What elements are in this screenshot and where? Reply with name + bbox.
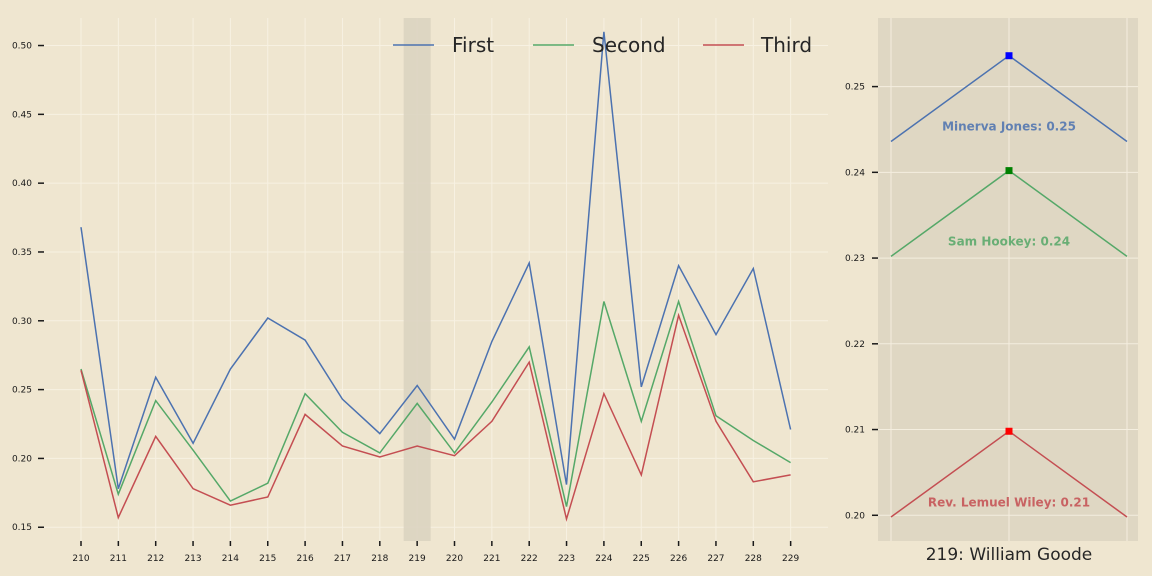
series-line-second [80,299,791,507]
zoom-panel: 0.20 0.21 0.22 0.23 0.24 0.25 Minerva Jones: … [845,18,1138,565]
x-tick-label: 226 [670,554,687,564]
series-line-third [80,312,791,522]
zoom-marker [1005,427,1013,435]
zoom-y-axis: 0.20 0.21 0.22 0.23 0.24 0.25 [845,83,878,521]
x-tick-label: 221 [483,554,500,564]
x-tick-label: 217 [334,554,351,564]
zoom-marker [1005,52,1013,60]
zoom-y-tick-label: 0.22 [845,340,865,350]
legend-label-first: First [452,33,494,57]
x-tick-label: 214 [222,554,239,564]
zoom-callout-label: Minerva Jones: 0.25 [942,120,1076,134]
y-tick-label: 0.45 [12,110,32,120]
zoom-y-tick-label: 0.20 [845,511,865,521]
legend-label-second: Second [592,33,666,57]
zoom-title: 219: William Goode [926,545,1093,565]
y-tick-label: 0.40 [12,179,32,189]
legend: First Second Third [393,33,812,57]
y-tick-label: 0.35 [12,248,32,258]
x-tick-label: 212 [147,554,164,564]
zoom-grid [878,18,1138,541]
x-tick-label: 215 [259,554,276,564]
y-tick-label: 0.25 [12,386,32,396]
main-series [80,31,792,522]
x-tick-label: 227 [707,554,724,564]
zoom-series [890,52,1128,518]
x-tick-label: 213 [184,554,201,564]
zoom-y-tick-label: 0.24 [845,168,865,178]
main-grid [44,18,828,541]
series-line-first [80,31,792,489]
x-tick-label: 211 [110,554,127,564]
x-tick-label: 222 [521,554,538,564]
x-tick-label: 223 [558,554,575,564]
y-tick-label: 0.50 [12,42,32,52]
y-tick-label: 0.30 [12,317,32,327]
zoom-callout-label: Sam Hookey: 0.24 [948,235,1070,249]
y-tick-label: 0.20 [12,454,32,464]
zoom-marker [1005,167,1013,175]
zoom-panel-background [878,18,1138,541]
highlight-band [403,18,431,541]
x-tick-label: 225 [633,554,650,564]
zoom-y-tick-label: 0.23 [845,254,865,264]
x-tick-label: 220 [446,554,463,564]
zoom-y-tick-label: 0.21 [845,426,865,436]
main-x-axis: 210 211 212 213 214 215 216 217 218 219 220 221 222 2… [72,541,800,564]
zoom-y-tick-label: 0.25 [845,83,865,93]
zoom-callouts: Minerva Jones: 0.25 Sam Hookey: 0.24 Rev. … [928,120,1090,510]
x-tick-label: 219 [409,554,426,564]
x-tick-label: 229 [782,554,799,564]
main-chart: 210 211 212 213 214 215 216 217 218 219 220 221 222 2… [12,18,828,564]
x-tick-label: 210 [72,554,89,564]
y-tick-label: 0.15 [12,523,32,533]
x-tick-label: 228 [745,554,762,564]
x-tick-label: 216 [297,554,314,564]
x-tick-label: 224 [595,554,612,564]
legend-label-third: Third [760,33,812,57]
zoom-callout-label: Rev. Lemuel Wiley: 0.21 [928,495,1090,509]
x-tick-label: 218 [371,554,388,564]
main-y-axis: 0.15 0.20 0.25 0.30 0.35 0.40 0.45 0.50 [12,42,44,533]
